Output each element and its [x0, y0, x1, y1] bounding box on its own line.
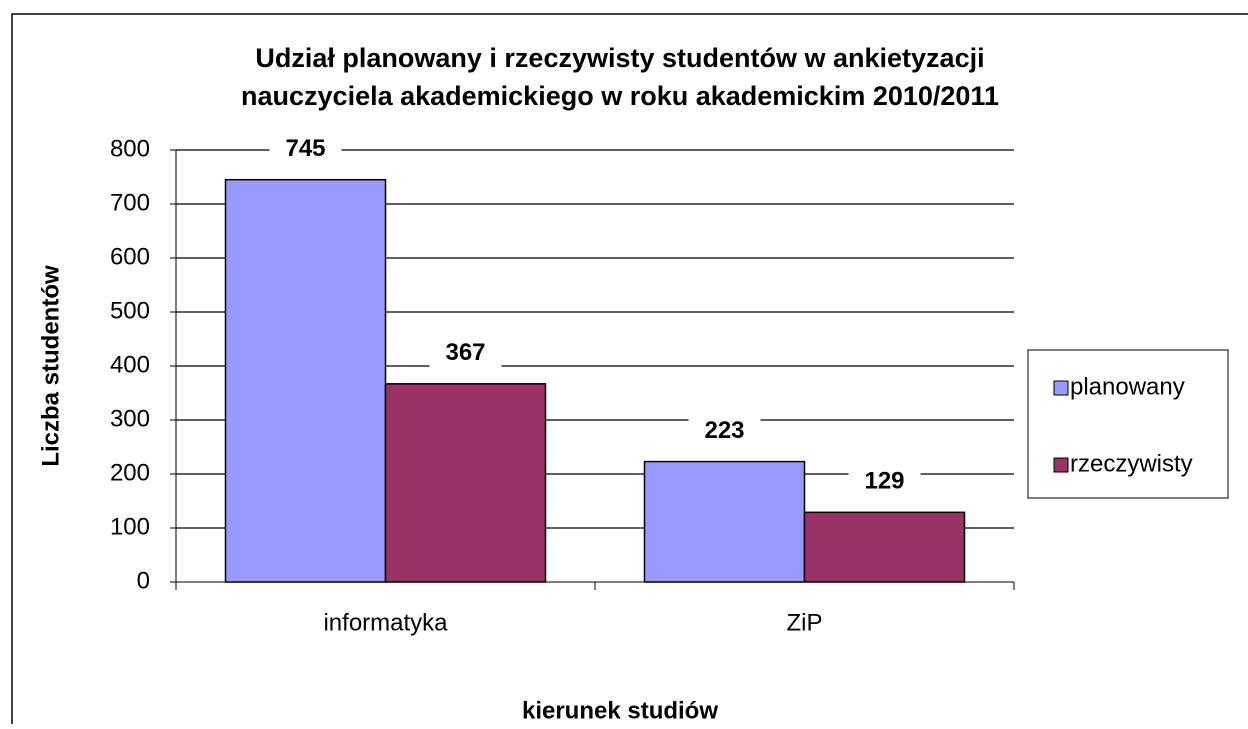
data-label: 129: [864, 468, 904, 495]
x-tick-label: ZiP: [787, 609, 823, 636]
x-tick-label: informatyka: [323, 609, 448, 636]
y-tick-label: 100: [110, 513, 150, 540]
data-label: 745: [285, 135, 325, 162]
bar: [224, 178, 387, 583]
chart-title: nauczyciela akademickiego w roku akademi…: [241, 81, 999, 111]
data-label-bg: [688, 415, 761, 448]
y-tick-label: 400: [110, 351, 150, 378]
legend-label: rzeczywisty: [1070, 450, 1193, 477]
y-tick-label: 600: [110, 243, 150, 270]
y-tick-label: 800: [110, 135, 150, 162]
y-tick-label: 700: [110, 189, 150, 216]
y-tick-label: 500: [110, 297, 150, 324]
data-label: 367: [445, 339, 485, 366]
legend-swatch: [1053, 457, 1069, 473]
y-tick-label: 200: [110, 459, 150, 486]
bar: [384, 383, 547, 583]
y-axis-label: Liczba studentów: [37, 265, 64, 467]
legend-label: planowany: [1070, 373, 1185, 400]
bar: [643, 460, 806, 583]
data-label: 223: [704, 417, 744, 444]
x-axis-label: kierunek studiów: [522, 697, 718, 724]
y-tick-label: 300: [110, 405, 150, 432]
data-label-bg: [848, 466, 921, 499]
y-tick-label: 0: [137, 567, 150, 594]
bar: [803, 511, 966, 583]
legend-swatch: [1053, 380, 1069, 396]
data-label-bg: [269, 133, 342, 166]
data-label-bg: [429, 337, 502, 370]
chart-title: Udział planowany i rzeczywisty studentów…: [255, 43, 984, 73]
legend: [1027, 349, 1229, 499]
